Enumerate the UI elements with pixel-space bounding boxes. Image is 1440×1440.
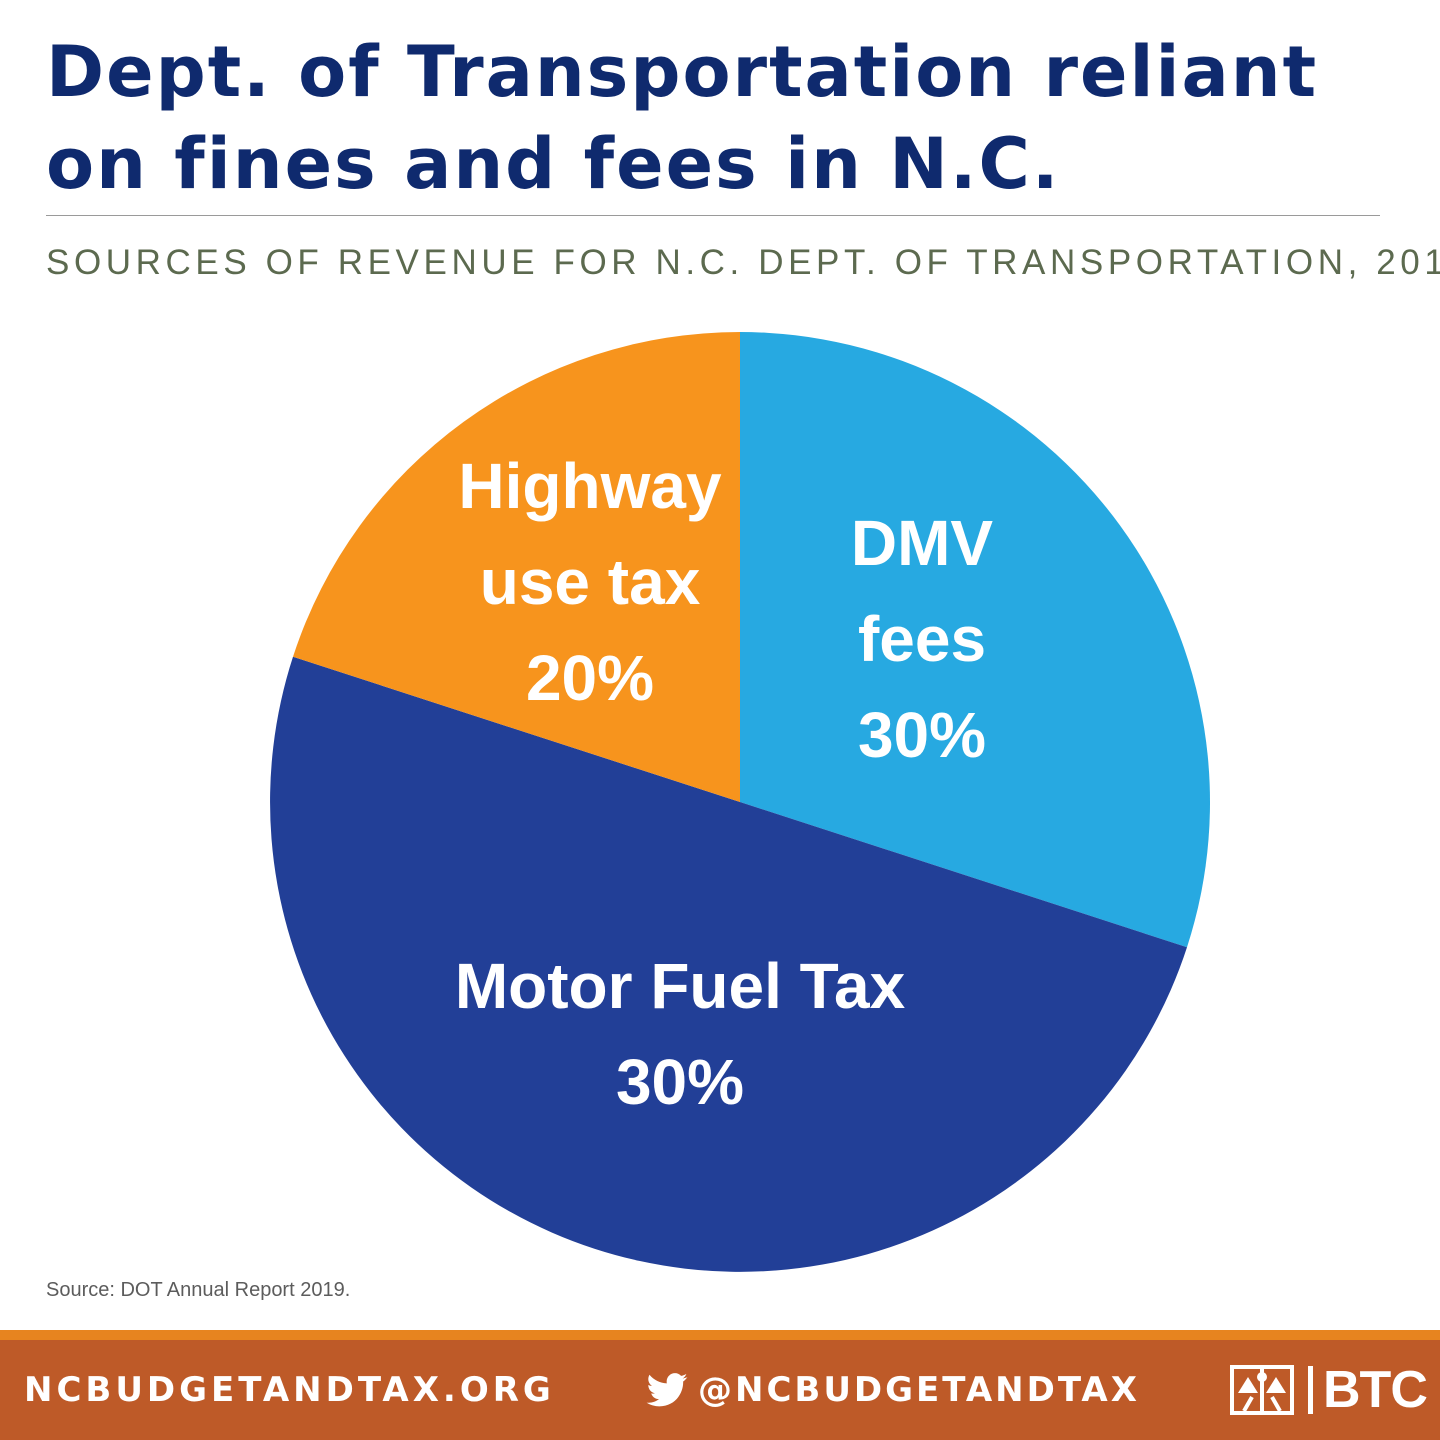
title-divider xyxy=(46,215,1380,216)
footer-twitter-link[interactable]: @NCBUDGETANDTAX xyxy=(646,1370,1140,1410)
logo-separator xyxy=(1308,1366,1313,1414)
slice-label-line: 30% xyxy=(616,1046,744,1118)
chart-subtitle: SOURCES OF REVENUE FOR N.C. DEPT. OF TRA… xyxy=(46,243,1440,282)
footer-stripe xyxy=(0,1330,1440,1340)
slice-dmv-fees xyxy=(740,332,1210,948)
page-title: Dept. of Transportation reliant on fines… xyxy=(46,26,1406,210)
slice-label-line: 20% xyxy=(526,642,654,714)
slice-label-line: fees xyxy=(858,603,986,675)
footer-bar: NCBUDGETANDTAX.ORG @NCBUDGETANDTAX BTC xyxy=(0,1330,1440,1440)
slice-motor-fuel-tax xyxy=(270,656,1187,1272)
label-motor-fuel-tax: Motor Fuel Tax 30% xyxy=(455,950,906,1118)
slice-highway-use-tax xyxy=(293,332,740,802)
footer-website-link[interactable]: NCBUDGETANDTAX.ORG xyxy=(24,1370,555,1410)
logo-text: BTC xyxy=(1323,1361,1428,1419)
slice-label-line: Highway xyxy=(458,450,722,522)
revenue-pie-chart: DMV fees 30% Motor Fuel Tax 30% Highway use ta… xyxy=(270,332,1210,1272)
slice-label-line: DMV xyxy=(851,507,994,579)
source-note: Source: DOT Annual Report 2019. xyxy=(46,1279,351,1301)
scales-logo-icon xyxy=(1230,1365,1294,1415)
twitter-bird-icon xyxy=(646,1373,688,1407)
slice-label-line: Motor Fuel Tax xyxy=(455,950,906,1022)
twitter-handle: @NCBUDGETANDTAX xyxy=(698,1370,1140,1410)
label-highway-use-tax: Highway use tax 20% xyxy=(458,450,722,714)
btc-logo: BTC xyxy=(1230,1360,1428,1420)
title-line-1: Dept. of Transportation reliant xyxy=(46,31,1319,113)
slice-label-line: use tax xyxy=(480,546,701,618)
label-dmv-fees: DMV fees 30% xyxy=(851,507,994,771)
title-line-2: on fines and fees in N.C. xyxy=(46,123,1061,205)
slice-label-line: 30% xyxy=(858,699,986,771)
